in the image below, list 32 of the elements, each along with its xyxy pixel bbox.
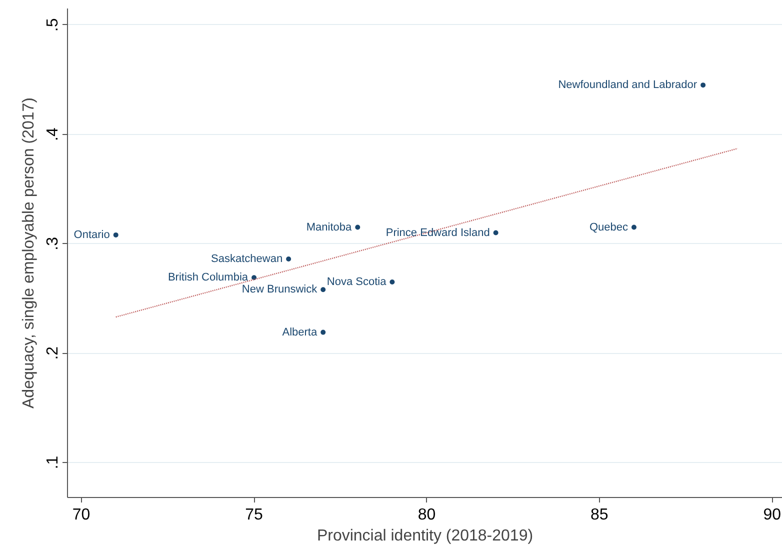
- annotation: Saskatchewan: [211, 253, 283, 266]
- x-tick-label: 80: [418, 506, 436, 524]
- point: [113, 232, 118, 238]
- point: [320, 287, 326, 292]
- x-axis-title: Provincial identity (2018-2019): [316, 528, 534, 544]
- point: [320, 330, 326, 335]
- x-tick-label: 75: [245, 506, 264, 524]
- point: [286, 256, 292, 262]
- point: [631, 224, 636, 230]
- point: [355, 224, 360, 230]
- x-tick-label: 70: [72, 506, 90, 524]
- annotation: Prince Edward Island: [386, 226, 490, 239]
- y-tick-label: .5: [44, 18, 62, 32]
- point: [700, 82, 706, 88]
- point: [390, 279, 395, 284]
- x-tick-label: 85: [590, 506, 608, 524]
- annotation: Newfoundland and Labrador: [558, 79, 698, 92]
- annotation: Nova Scotia: [326, 276, 388, 288]
- annotation: British Columbia: [168, 272, 249, 284]
- x-tick-label: 90: [763, 506, 782, 524]
- annotation: Quebec: [589, 221, 628, 234]
- y-axis-title: Adequacy, single employable person (2017): [20, 97, 38, 409]
- y-tick-label: .2: [44, 346, 62, 360]
- y-tick-label: .3: [44, 236, 62, 250]
- annotation: Alberta: [282, 326, 318, 338]
- y-tick-label: .4: [44, 128, 62, 141]
- annotation: New Brunswick: [242, 284, 318, 296]
- annotation: Manitoba: [306, 221, 353, 234]
- point: [493, 230, 498, 236]
- annotation: Ontario: [74, 228, 110, 241]
- point: [252, 275, 257, 280]
- y-tick-label: .1: [44, 456, 62, 470]
